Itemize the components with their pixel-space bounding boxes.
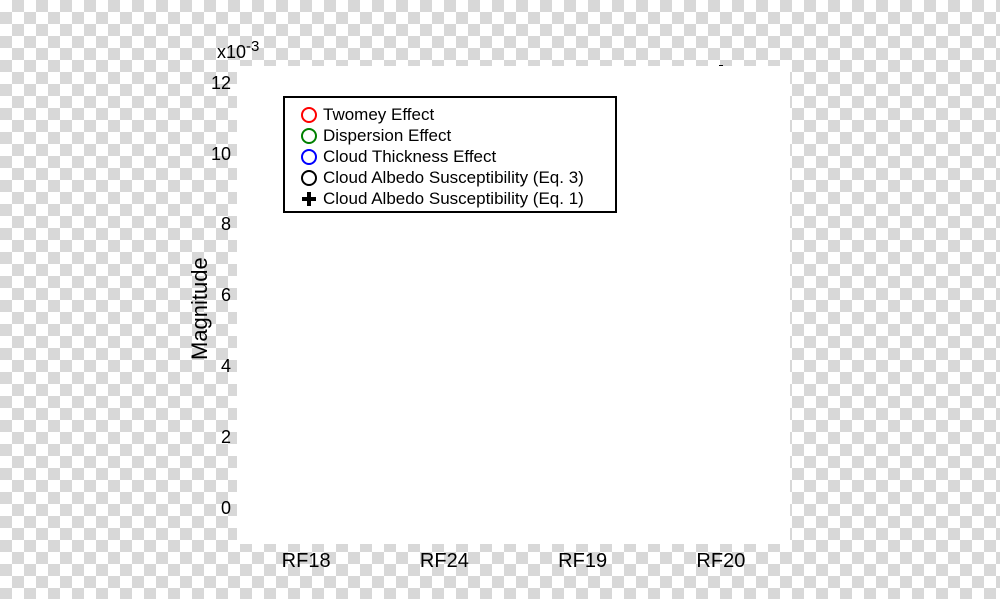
legend-marker-circle: [301, 170, 317, 186]
y-axis-label: Magnitude: [187, 257, 213, 360]
legend-row: Twomey Effect: [295, 104, 434, 126]
legend-marker-circle: [301, 149, 317, 165]
legend-label: Cloud Albedo Susceptibility (Eq. 1): [323, 189, 584, 209]
legend-marker: [295, 104, 323, 126]
x-tick-label: RF19: [558, 550, 607, 573]
legend-row: Cloud Thickness Effect: [295, 146, 496, 168]
x-tick-label: RF24: [420, 550, 469, 573]
legend-row: Cloud Albedo Susceptibility (Eq. 1): [295, 188, 584, 210]
legend-marker: [295, 125, 323, 147]
exponent-label: x10-3: [217, 38, 259, 63]
exponent-sup: -3: [246, 38, 259, 55]
y-tick-label: 6: [221, 285, 231, 306]
legend-marker-plus: [302, 192, 316, 206]
y-tick-label: 12: [211, 73, 231, 94]
exponent-prefix: x10: [217, 42, 246, 62]
y-tick-label: 10: [211, 144, 231, 165]
y-tick-label: 2: [221, 427, 231, 448]
legend-row: Dispersion Effect: [295, 125, 451, 147]
legend-marker: [295, 167, 323, 189]
legend-label: Cloud Thickness Effect: [323, 147, 496, 167]
legend-marker-circle: [301, 107, 317, 123]
legend-label: Twomey Effect: [323, 105, 434, 125]
legend-label: Dispersion Effect: [323, 126, 451, 146]
legend: Twomey EffectDispersion EffectCloud Thic…: [283, 96, 617, 213]
x-tick-label: RF18: [282, 550, 331, 573]
x-tick-label: RF20: [696, 550, 745, 573]
y-tick-label: 8: [221, 214, 231, 235]
legend-label: Cloud Albedo Susceptibility (Eq. 3): [323, 168, 584, 188]
y-tick-label: 0: [221, 498, 231, 519]
legend-row: Cloud Albedo Susceptibility (Eq. 3): [295, 167, 584, 189]
legend-marker: [295, 146, 323, 168]
legend-marker-circle: [301, 128, 317, 144]
y-tick-label: 4: [221, 356, 231, 377]
legend-marker: [295, 188, 323, 210]
